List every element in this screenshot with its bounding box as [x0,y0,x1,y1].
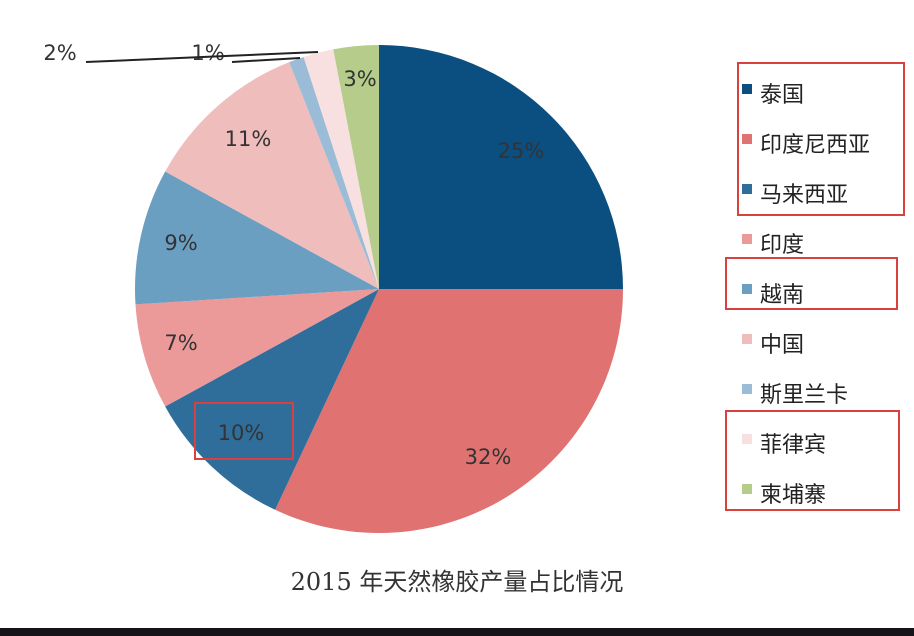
highlight-box-legend-bottom [725,410,900,511]
legend-swatch [742,334,752,344]
pie-slice-4 [135,289,379,407]
data-label-1: 25% [498,139,545,163]
legend-item: 印度尼西亚 [742,127,870,159]
legend-swatch [742,84,752,94]
pie-slice-9 [333,45,379,289]
legend-label: 斯里兰卡 [760,383,849,408]
legend-item: 斯里兰卡 [742,377,848,409]
chart-title: 2015 年天然橡胶产量占比情况 [290,568,624,596]
data-label-6: 11% [225,127,272,151]
legend-item: 菲律宾 [742,427,826,459]
highlight-box-legend-top [737,62,905,216]
pie-slice-7 [289,56,379,289]
data-label-5: 9% [164,231,197,255]
leader-line-8 [85,51,319,63]
legend-label: 泰国 [760,83,805,108]
pie-slice-2 [275,289,623,533]
legend-item: 中国 [742,327,804,359]
legend-swatch [742,234,752,244]
pie-slice-1 [379,45,623,289]
legend-item: 印度 [742,227,804,259]
legend-swatch [742,434,752,444]
data-label-4: 7% [164,331,197,355]
leader-line-7 [231,57,301,63]
data-label-8: 2% [43,41,76,65]
legend-item: 泰国 [742,77,804,109]
legend-item: 柬埔寨 [742,477,826,509]
pie-slice-8 [303,49,379,289]
legend-swatch [742,384,752,394]
legend-swatch [742,284,752,294]
data-label-3: 10% [218,421,265,445]
legend-swatch [742,184,752,194]
legend-item: 越南 [742,277,804,309]
legend-label: 印度 [760,233,805,258]
data-label-7: 1% [191,41,224,65]
pie-slice-6 [165,62,379,289]
legend-label: 柬埔寨 [760,483,827,508]
highlight-box-legend-vietnam [725,257,898,310]
bottom-bar [0,628,914,636]
legend-label: 越南 [760,283,805,308]
pie-slice-3 [165,289,379,510]
legend-swatch [742,134,752,144]
legend-label: 印度尼西亚 [760,133,871,158]
legend-item: 马来西亚 [742,177,848,209]
legend-label: 马来西亚 [760,183,849,208]
data-label-2: 32% [465,445,512,469]
data-label-9: 3% [343,67,376,91]
pie-slice-5 [135,171,379,305]
legend-label: 菲律宾 [760,433,827,458]
highlight-box-10pct [194,402,294,460]
legend-label: 中国 [760,333,805,358]
legend-swatch [742,484,752,494]
